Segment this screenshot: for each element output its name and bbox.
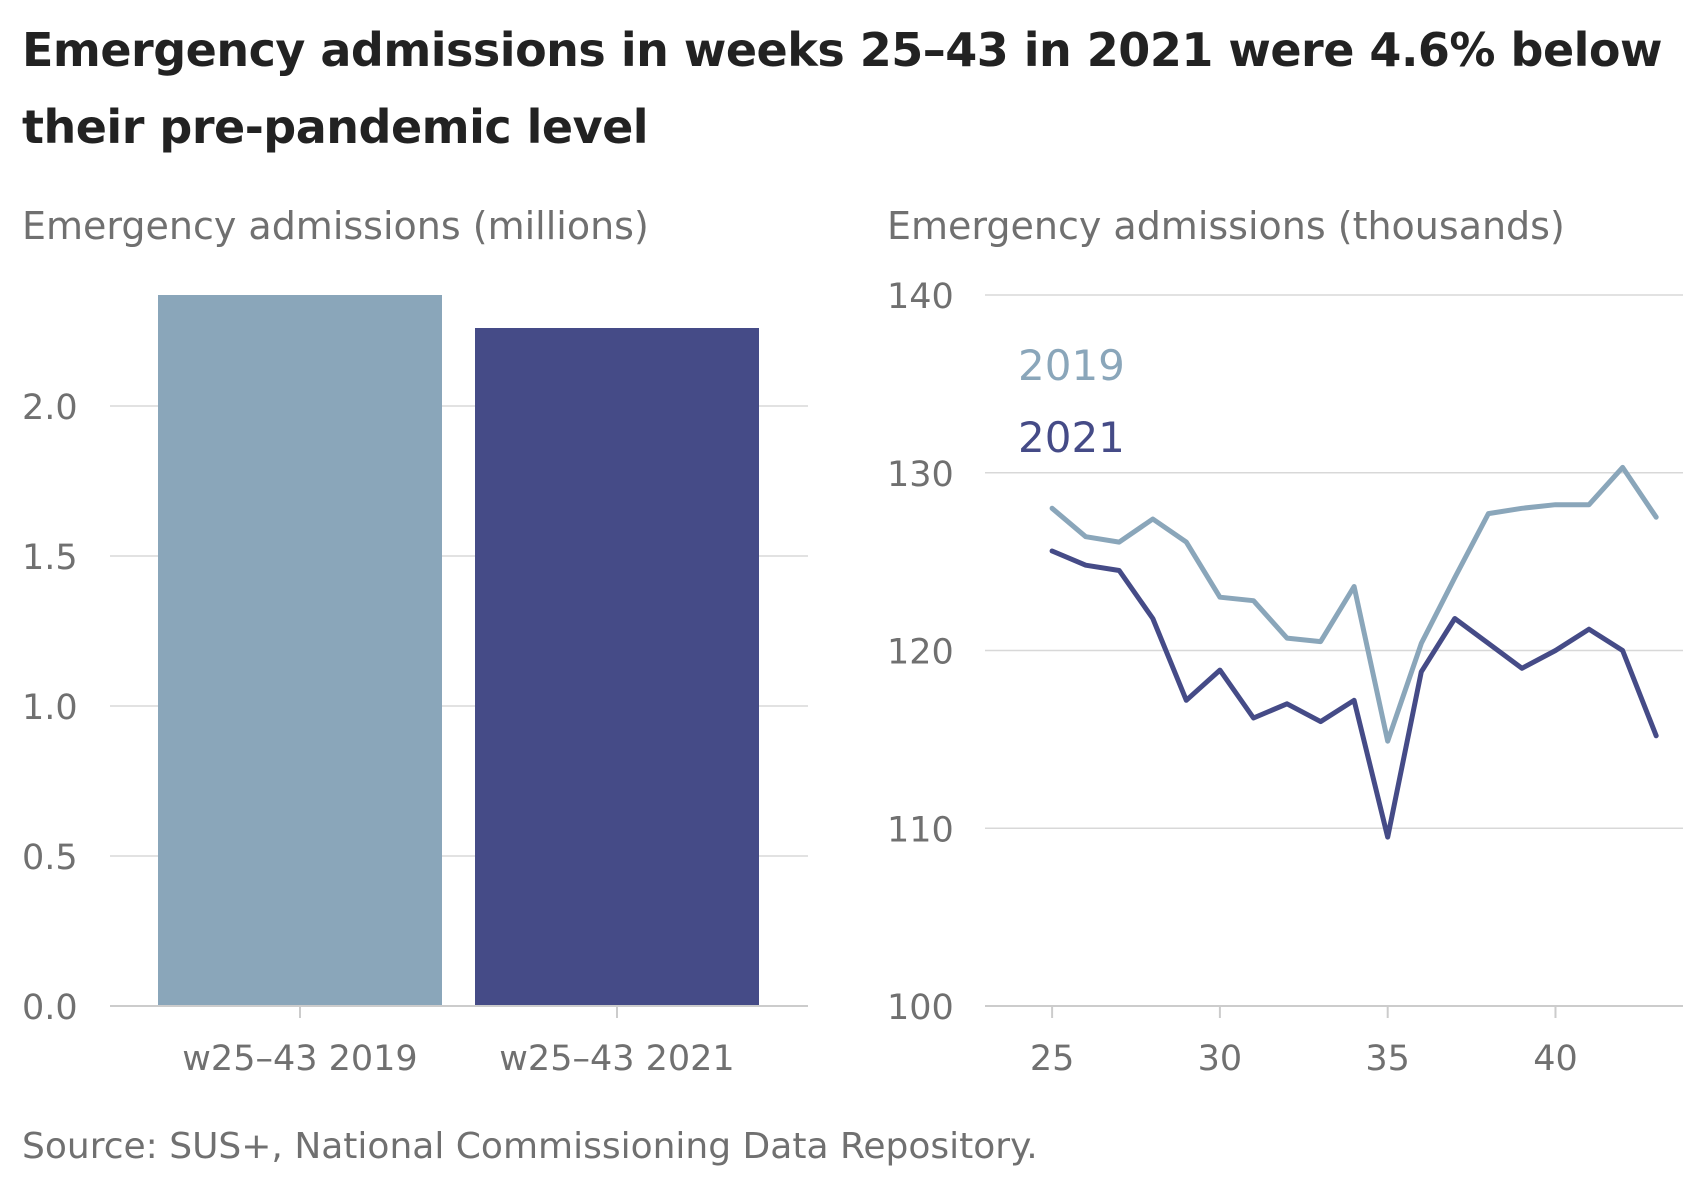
- series-line-2019: [1049, 464, 1659, 744]
- line-xtick-label: 30: [1198, 1039, 1243, 1079]
- source-note: Source: SUS+, National Commissioning Dat…: [22, 1126, 1038, 1167]
- bar-xtick-label: w25–43 2019: [182, 1039, 417, 1079]
- line-ytick-label: 130: [887, 455, 954, 495]
- line-xtick-label: 40: [1533, 1039, 1578, 1079]
- bar-chart-ylabel: Emergency admissions (millions): [22, 204, 649, 248]
- legend-label-2021: 2021: [1018, 413, 1125, 462]
- bar-ytick-label: 2.0: [22, 388, 78, 428]
- line-chart-ylabel: Emergency admissions (thousands): [887, 204, 1565, 248]
- chart-title: Emergency admissions in weeks 25–43 in 2…: [22, 23, 1663, 154]
- line-ytick-label: 110: [887, 810, 954, 850]
- series-line-2021: [1049, 548, 1659, 840]
- line-xtick-label: 25: [1030, 1039, 1075, 1079]
- bar-ytick-label: 0.5: [22, 838, 78, 878]
- bar-ytick-label: 1.5: [22, 538, 78, 578]
- bar-chart: 0.0 0.5 1.0 1.5 2.0 w25–43 2019 w25–43 2021: [22, 295, 808, 1079]
- bar-ytick-label: 0.0: [22, 988, 78, 1028]
- bar-ytick-label: 1.0: [22, 688, 78, 728]
- line-ytick-label: 140: [887, 277, 954, 317]
- bar-2021: [475, 328, 759, 1006]
- line-chart: 100 110 120 130 140 25 30 35 40 2019 2021: [887, 277, 1683, 1079]
- line-ytick-label: 120: [887, 633, 954, 673]
- line-xtick-label: 35: [1365, 1039, 1410, 1079]
- legend-label-2019: 2019: [1018, 341, 1125, 390]
- bar-2019: [158, 295, 442, 1006]
- bar-xtick-label: w25–43 2021: [499, 1039, 734, 1079]
- line-ytick-label: 100: [887, 988, 954, 1028]
